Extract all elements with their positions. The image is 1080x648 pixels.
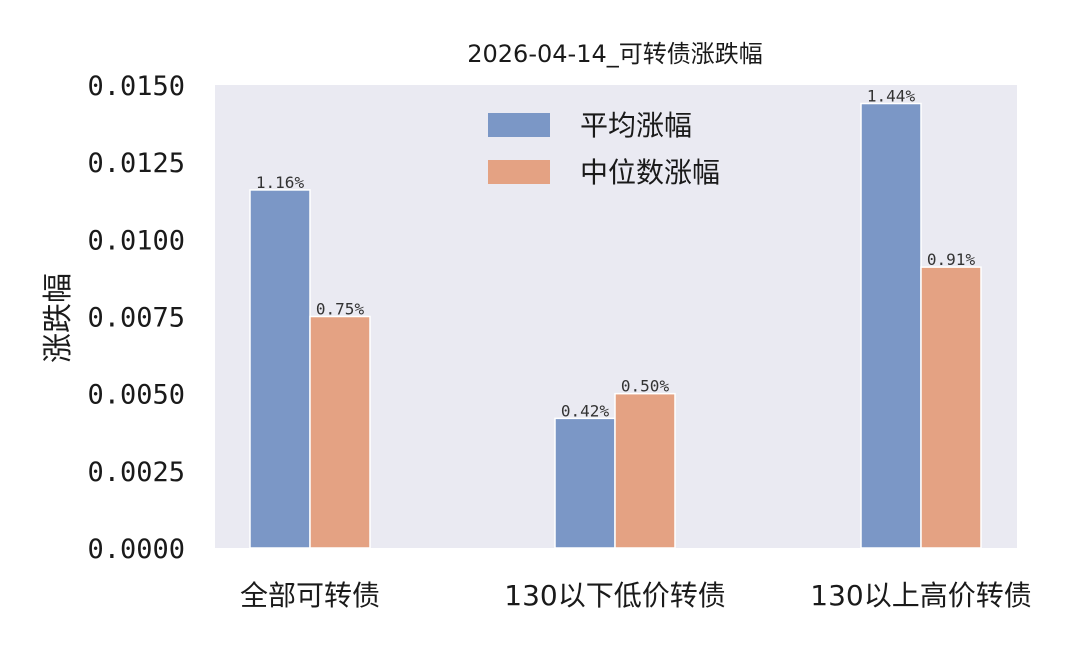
y-axis-label: 涨跌幅 [41,273,76,363]
bar-median-2 [614,392,676,549]
y-tick-label: 0.0050 [87,380,185,411]
bars-layer [249,102,982,549]
chart-title: 2026-04-14_可转债涨跌幅 [467,40,762,68]
y-tick-label: 0.0075 [87,303,185,334]
legend-label-median: 中位数涨幅 [580,156,720,189]
data-label-mean-2: 0.42% [561,401,610,420]
y-tick-label: 0.0025 [87,457,185,488]
data-labels-layer: 1.16% 0.75% 0.42% 0.50% 1.44% 0.91% [256,87,976,421]
bar-median-1 [309,315,371,549]
data-label-mean-3: 1.44% [867,87,916,106]
legend-swatch-mean [488,113,550,137]
y-axis: 0.0000 0.0025 0.0050 0.0075 0.0100 0.0125 0.01… [87,71,185,565]
data-label-mean-1: 1.16% [256,173,305,192]
data-label-median-3: 0.91% [927,250,976,269]
y-tick-label: 0.0125 [87,148,185,179]
x-tick-label: 130以上高价转债 [810,579,1031,612]
y-tick-label: 0.0000 [87,534,185,565]
x-axis: 全部可转债 130以下低价转债 130以上高价转债 [240,579,1032,612]
bar-mean-2 [554,417,616,549]
bar-median-3 [920,266,982,549]
bar-mean-1 [249,189,311,549]
y-tick-label: 0.0150 [87,71,185,102]
x-tick-label: 130以下低价转债 [504,579,725,612]
bar-mean-3 [860,102,922,549]
legend-swatch-median [488,160,550,184]
data-label-median-1: 0.75% [316,300,365,319]
data-label-median-2: 0.50% [621,377,670,396]
y-tick-label: 0.0100 [87,225,185,256]
legend-label-mean: 平均涨幅 [580,109,692,142]
x-tick-label: 全部可转债 [240,579,380,612]
